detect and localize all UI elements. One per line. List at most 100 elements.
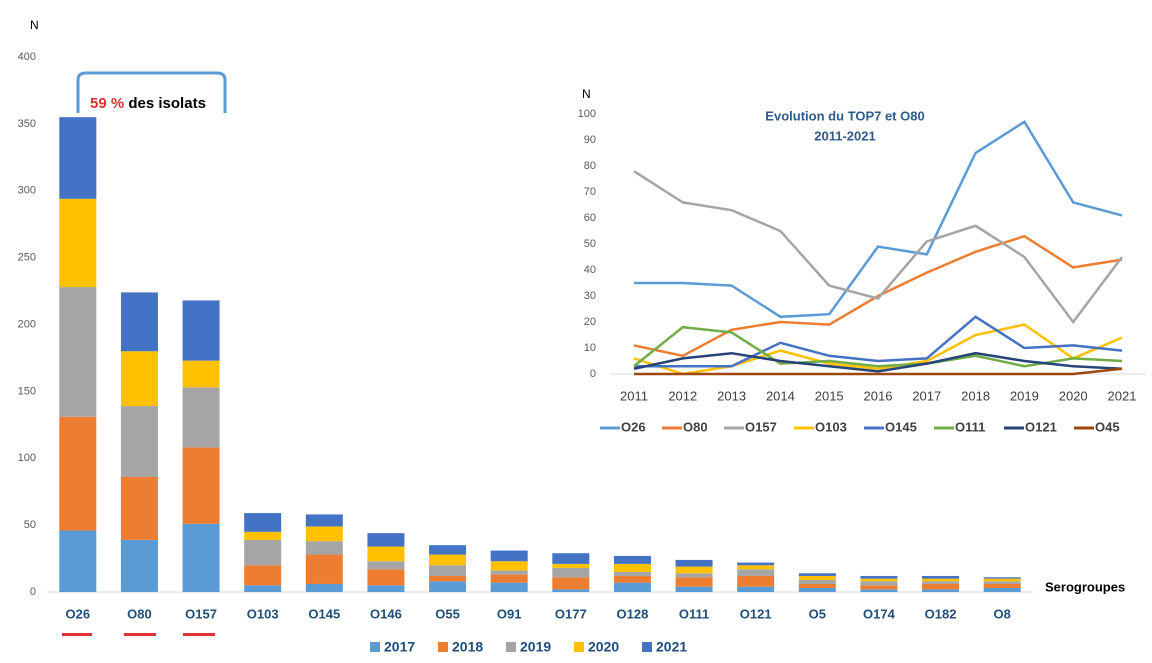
annotation: 59 % des isolats xyxy=(90,95,206,112)
bar-segment xyxy=(429,554,467,566)
y-tick-label: 350 xyxy=(18,118,36,130)
bar-segment xyxy=(59,198,97,288)
y-tick-label: 150 xyxy=(18,385,36,397)
bar-segment xyxy=(367,533,405,547)
line xyxy=(633,323,1123,376)
bar-segment xyxy=(182,300,220,361)
bar-segment xyxy=(798,587,836,592)
legend-label: 2017 xyxy=(384,639,415,655)
underline xyxy=(124,633,156,636)
annotation-highlight: 59 % xyxy=(90,95,124,112)
x-tick-label: 2020 xyxy=(1059,388,1088,403)
bar-segment xyxy=(737,575,775,587)
y-tick-label: 50 xyxy=(584,238,596,250)
x-tick-label: O5 xyxy=(809,606,826,621)
bar-segment xyxy=(675,577,713,587)
bar-segment xyxy=(59,416,97,531)
bar-segment xyxy=(552,553,590,564)
x-tick-label: O8 xyxy=(994,606,1011,621)
x-tick-label: O157 xyxy=(185,606,217,621)
bar-segment xyxy=(798,583,836,588)
legend-label: O103 xyxy=(815,419,847,434)
x-tick-label: O145 xyxy=(308,606,340,621)
bar-segment xyxy=(59,117,97,199)
x-tick-label: O146 xyxy=(370,606,402,621)
legend-label: O145 xyxy=(885,419,917,434)
bar-segment xyxy=(490,582,528,592)
bar-segment xyxy=(244,565,282,586)
x-tick-label: O177 xyxy=(555,606,587,621)
x-tick-label: 2014 xyxy=(766,388,795,403)
bar-segment xyxy=(182,360,220,388)
bar-segment xyxy=(244,531,282,540)
legend-label: O111 xyxy=(955,419,985,434)
x-tick-label: O80 xyxy=(127,606,152,621)
bar-segment xyxy=(182,523,220,592)
legend-swatch xyxy=(370,642,380,652)
y-tick-label: 60 xyxy=(584,212,596,224)
y-axis-label: N xyxy=(30,18,39,32)
y-tick-label: 0 xyxy=(30,586,36,598)
legend-label: O80 xyxy=(683,419,708,434)
bar-segment xyxy=(922,578,960,582)
inset-title: Evolution du TOP7 et O80 xyxy=(765,108,924,123)
line xyxy=(634,367,1123,376)
legend-swatch xyxy=(574,642,584,652)
bar-segment xyxy=(367,569,405,586)
bar-segment xyxy=(490,570,528,575)
bracket xyxy=(76,71,227,113)
bar-segment xyxy=(922,575,960,579)
bar-segment xyxy=(983,578,1021,582)
y-tick-label: 250 xyxy=(18,252,36,264)
bar-segment xyxy=(613,571,651,576)
legend-label: O45 xyxy=(1095,419,1120,434)
x-tick-label: O91 xyxy=(497,606,522,621)
bar-segment xyxy=(737,569,775,576)
x-tick-label: 2012 xyxy=(668,388,697,403)
bar-segment xyxy=(182,447,220,524)
bar-segment xyxy=(120,539,158,592)
bar-segment xyxy=(182,387,220,448)
x-tick-label: 2017 xyxy=(912,388,941,403)
inset-y-axis-label: N xyxy=(582,87,591,101)
bar-segment xyxy=(120,292,158,352)
bar-segment xyxy=(552,589,590,592)
x-tick-label: 2018 xyxy=(961,388,990,403)
bar-segment xyxy=(798,575,836,580)
x-tick-label: O182 xyxy=(925,606,957,621)
y-tick-label: 20 xyxy=(584,316,596,328)
bar-segment xyxy=(305,514,343,527)
legend-label: 2018 xyxy=(452,639,483,655)
bar-segment xyxy=(244,539,282,566)
bar-segment xyxy=(305,541,343,555)
y-tick-label: 400 xyxy=(18,51,36,63)
y-tick-label: 50 xyxy=(24,519,36,531)
bar-segment xyxy=(120,476,158,540)
bar-segment xyxy=(305,526,343,542)
x-axis-label: Serogroupes xyxy=(1045,579,1125,594)
bar-segment xyxy=(429,565,467,576)
underline xyxy=(183,633,215,636)
x-tick-label: O26 xyxy=(66,606,91,621)
legend-label: O121 xyxy=(1025,419,1057,434)
bar-segment xyxy=(798,573,836,576)
bar-segment xyxy=(675,559,713,567)
legend-swatch xyxy=(642,642,652,652)
bar-segment xyxy=(798,579,836,584)
bar-segment xyxy=(675,586,713,592)
x-tick-label: O121 xyxy=(740,606,772,621)
line xyxy=(634,120,1123,319)
y-tick-label: 80 xyxy=(584,160,596,172)
y-tick-label: 90 xyxy=(584,134,596,146)
y-tick-label: 200 xyxy=(18,318,36,330)
inset-subtitle: 2011-2021 xyxy=(814,128,875,143)
bar-segment xyxy=(305,583,343,592)
y-tick-label: 300 xyxy=(18,185,36,197)
x-tick-label: 2021 xyxy=(1108,388,1137,403)
bar-segment xyxy=(675,566,713,574)
legend-label: O157 xyxy=(745,419,777,434)
bar-segment xyxy=(552,563,590,568)
x-tick-label: 2013 xyxy=(717,388,746,403)
bar-segment xyxy=(675,573,713,578)
bar-segment xyxy=(922,583,960,590)
